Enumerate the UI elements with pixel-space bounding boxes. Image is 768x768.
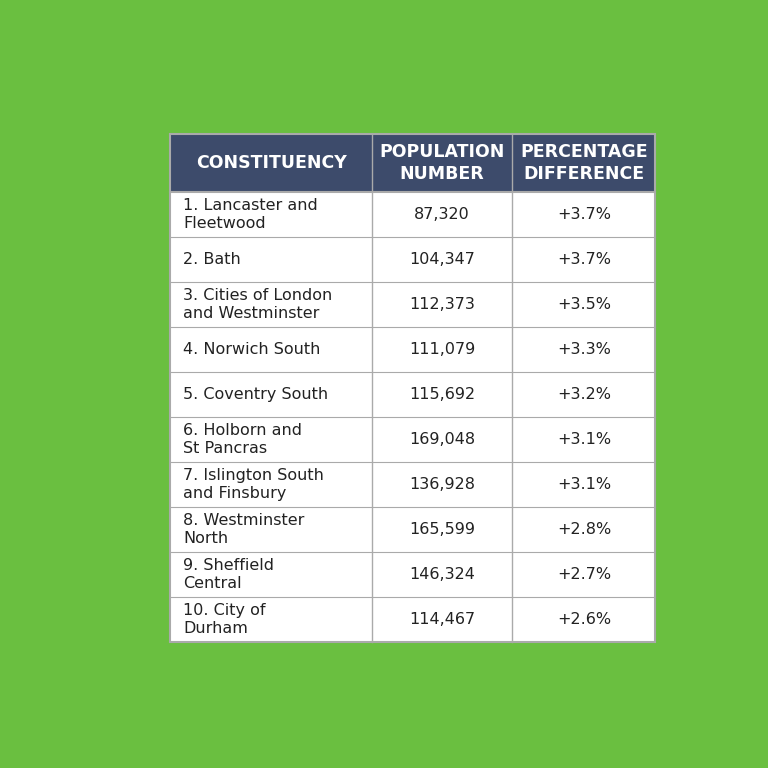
Text: +2.7%: +2.7% [557,567,611,582]
Text: +3.3%: +3.3% [557,342,611,357]
Text: 112,373: 112,373 [409,297,475,312]
Text: +3.5%: +3.5% [557,297,611,312]
Text: POPULATION
NUMBER: POPULATION NUMBER [379,143,505,183]
Text: 4. Norwich South: 4. Norwich South [184,342,321,357]
Text: +3.1%: +3.1% [557,477,611,492]
Text: 3. Cities of London
and Westminster: 3. Cities of London and Westminster [184,288,333,321]
FancyBboxPatch shape [170,192,656,642]
Text: 7. Islington South
and Finsbury: 7. Islington South and Finsbury [184,468,324,502]
Text: 111,079: 111,079 [409,342,475,357]
Text: 136,928: 136,928 [409,477,475,492]
Text: 2. Bath: 2. Bath [184,252,241,267]
Text: 9. Sheffield
Central: 9. Sheffield Central [184,558,274,591]
Text: 146,324: 146,324 [409,567,475,582]
Text: 87,320: 87,320 [414,207,470,222]
Text: 165,599: 165,599 [409,522,475,537]
Text: +2.6%: +2.6% [557,612,611,627]
Text: PERCENTAGE
DIFFERENCE: PERCENTAGE DIFFERENCE [520,143,647,183]
Text: +3.1%: +3.1% [557,432,611,447]
Text: 8. Westminster
North: 8. Westminster North [184,513,305,546]
Text: CONSTITUENCY: CONSTITUENCY [196,154,346,172]
Text: 1. Lancaster and
Fleetwood: 1. Lancaster and Fleetwood [184,197,318,231]
Text: +3.7%: +3.7% [557,252,611,267]
Text: 5. Coventry South: 5. Coventry South [184,387,329,402]
Text: +2.8%: +2.8% [557,522,611,537]
Text: +3.2%: +3.2% [557,387,611,402]
Text: 115,692: 115,692 [409,387,475,402]
Text: +3.7%: +3.7% [557,207,611,222]
Text: 6. Holborn and
St Pancras: 6. Holborn and St Pancras [184,423,303,456]
Text: 104,347: 104,347 [409,252,475,267]
Text: 114,467: 114,467 [409,612,475,627]
Text: 10. City of
Durham: 10. City of Durham [184,603,266,637]
Text: 169,048: 169,048 [409,432,475,447]
FancyBboxPatch shape [170,134,656,192]
